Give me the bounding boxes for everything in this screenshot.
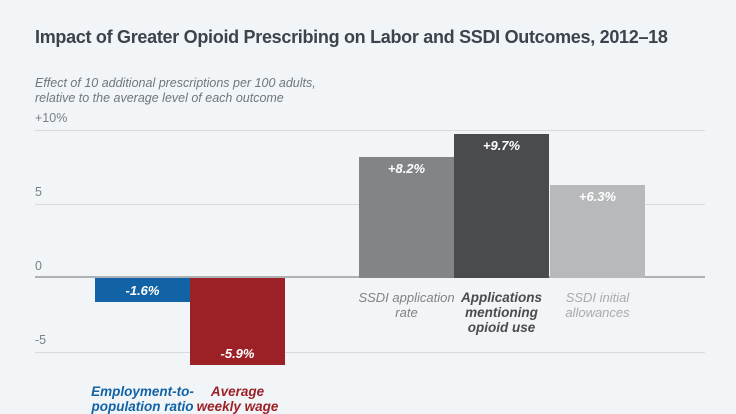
chart-title: Impact of Greater Opioid Prescribing on … <box>35 27 668 47</box>
bar-value-label: -1.6% <box>125 283 160 298</box>
y-tick-label: 5 <box>35 185 42 199</box>
bar-category-label-line: weekly wage <box>196 399 279 414</box>
y-tick-label: -5 <box>35 333 47 347</box>
bar-ssdi-application-rate: +8.2% <box>359 157 454 278</box>
bar-applications-mentioning-opioid-use: +9.7% <box>454 134 549 278</box>
bar-average-weekly-wage: -5.9% <box>190 278 285 365</box>
bar-category-label-line: mentioning <box>465 305 538 320</box>
y-tick-label: +10% <box>35 111 68 125</box>
bar-ssdi-initial-allowances: +6.3% <box>550 185 645 278</box>
bar-category-label-line: Employment-to- <box>91 384 194 399</box>
bar-category-label-line: rate <box>395 305 418 320</box>
bar-value-label: +8.2% <box>387 161 426 176</box>
y-tick-label: 0 <box>35 259 42 273</box>
bar-category-label-line: population ratio <box>91 399 194 414</box>
bar-category-label: Average weekly wage <box>158 384 318 414</box>
bar-category-label-line: SSDI application <box>358 290 455 305</box>
gridline <box>35 130 705 131</box>
bar-value-label: +9.7% <box>482 138 521 153</box>
bar-category-label: Employment-to-population ratio <box>63 384 223 414</box>
bar-category-label-line: Average <box>210 384 265 399</box>
bar-category-label-line: opioid use <box>467 320 536 335</box>
gridline <box>35 352 705 353</box>
bar-category-label-line: allowances <box>565 305 630 320</box>
bar-category-label: SSDI initial allowances <box>518 290 678 320</box>
bar-value-label: -5.9% <box>220 346 255 361</box>
bar-category-label: SSDI application rate <box>327 290 487 320</box>
chart-subtitle: Effect of 10 additional prescriptions pe… <box>35 76 316 106</box>
bar-employment-to-population-ratio: -1.6% <box>95 278 190 302</box>
bar-category-label: Applications mentioning opioid use <box>422 290 582 335</box>
chart-subtitle-line: relative to the average level of each ou… <box>35 91 284 105</box>
bar-value-label: +6.3% <box>578 189 617 204</box>
chart-subtitle-line: Effect of 10 additional prescriptions pe… <box>35 76 316 90</box>
bar-category-label-line: SSDI initial <box>565 290 630 305</box>
bar-category-label-line: Applications <box>460 290 542 305</box>
